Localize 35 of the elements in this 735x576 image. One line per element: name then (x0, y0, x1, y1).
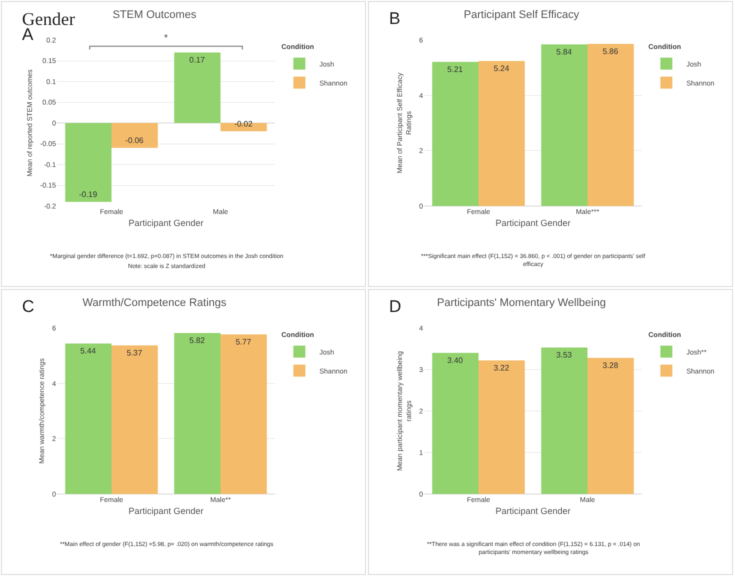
data-label: 5.24 (494, 64, 510, 74)
data-label: 3.40 (447, 356, 464, 365)
bar (112, 345, 158, 494)
text: D (389, 297, 402, 316)
bar (541, 348, 588, 494)
text: B (389, 9, 400, 28)
chart-title: Warmth/Competence Ratings (82, 297, 227, 310)
data-label: 3.53 (556, 350, 572, 360)
data-label: 5.37 (126, 348, 143, 358)
data-label: 3.28 (602, 360, 619, 370)
bar (220, 334, 267, 494)
data-label: 5.21 (447, 64, 464, 74)
x-axis-title: Participant Gender (495, 506, 571, 516)
text: C (22, 297, 34, 316)
data-label: 5.77 (236, 337, 252, 346)
chart-title: Participant Self Efficacy (464, 9, 580, 22)
data-label: 3.22 (494, 363, 510, 372)
chart-title: STEM Outcomes (112, 9, 197, 22)
bar (65, 343, 112, 494)
data-label: 0.17 (189, 55, 206, 64)
data-label: 5.86 (602, 46, 619, 56)
data-label: 5.44 (80, 346, 96, 356)
x-axis-title: Participant Gender (495, 218, 571, 228)
bar (174, 332, 220, 494)
x-axis-title: Participant Gender (128, 506, 204, 516)
data-label: 5.82 (189, 336, 206, 345)
x-axis-title: Participant Gender (128, 218, 204, 228)
bar (432, 352, 478, 494)
bar (478, 360, 525, 494)
data-label: 5.84 (556, 47, 572, 56)
bar (588, 358, 634, 494)
chart-title: Participants' Momentary Wellbeing (437, 297, 606, 310)
data-label: -0.19 (78, 190, 98, 199)
annotation: * (164, 33, 168, 44)
data-label: -0.06 (125, 136, 144, 145)
